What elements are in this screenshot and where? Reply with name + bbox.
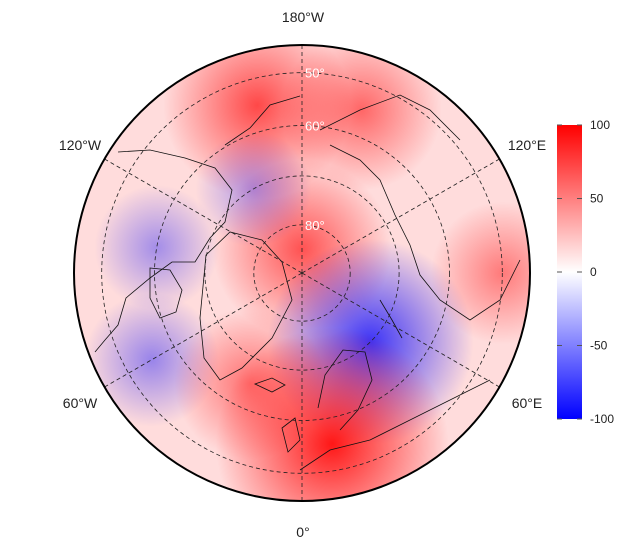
colorbar-tick-label: 0 — [590, 265, 597, 279]
lat-label-60: 60° — [305, 119, 325, 134]
coastline-hudson-bay — [149, 267, 183, 319]
lon-label-60w: 60°W — [63, 395, 98, 411]
coastline-scandinavia — [317, 349, 373, 431]
colorbar-ticks: 100 50 0 -50 -100 — [557, 118, 614, 426]
lon-label-120e: 120°E — [508, 137, 546, 153]
latitude-labels: 50° 60° 80° — [305, 66, 325, 233]
anomaly-field-layer — [84, 45, 530, 501]
colorbar-tick-label: 50 — [590, 192, 604, 206]
colorbar: 100 50 0 -50 -100 — [557, 118, 614, 426]
meridian-240 — [104, 158, 303, 274]
coastline-north-america — [94, 149, 233, 353]
parallel-50 — [101, 72, 503, 474]
coastline-iceland — [253, 377, 286, 393]
coastline-chukotka — [319, 94, 461, 141]
coastline-europe — [299, 379, 491, 471]
coastlines — [94, 94, 521, 471]
lat-label-80: 80° — [305, 218, 325, 233]
map-boundary — [73, 44, 531, 502]
map-disk — [74, 45, 530, 501]
parallel-70 — [204, 175, 400, 371]
coastline-alaska — [224, 95, 301, 146]
meridian-60 — [301, 272, 500, 388]
coastline-siberia — [329, 144, 521, 321]
colorbar-tick-label: -100 — [590, 412, 614, 426]
anomaly-blob-8 — [174, 307, 327, 460]
anomaly-blob-4 — [94, 184, 220, 310]
meridian-120 — [301, 158, 500, 274]
meridian-300 — [104, 272, 303, 388]
graticule — [101, 45, 503, 501]
lon-label-120w: 120°W — [59, 137, 102, 153]
colorbar-tick-label: 100 — [590, 118, 610, 132]
coastline-british-isles — [281, 417, 301, 453]
lon-label-180w: 180°W — [282, 9, 325, 25]
lon-label-60e: 60°E — [512, 395, 543, 411]
colorbar-tick-label: -50 — [590, 339, 608, 353]
lat-label-50: 50° — [305, 66, 325, 81]
coastline-greenland — [199, 231, 293, 381]
parallel-80 — [253, 224, 351, 322]
coastline-novaya-zemlya — [379, 299, 403, 339]
lon-label-0: 0° — [296, 524, 309, 540]
